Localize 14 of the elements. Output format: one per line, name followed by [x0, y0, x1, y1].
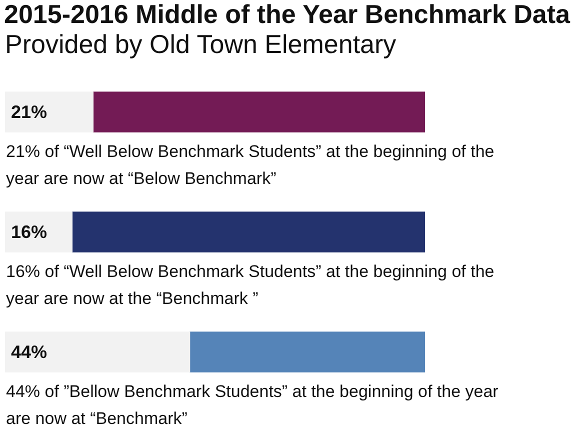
- data-label: 21%: [11, 102, 48, 122]
- bar: [92, 92, 425, 132]
- bar: [72, 212, 425, 252]
- data-label: 44%: [11, 342, 48, 362]
- chart-subtitle: Provided by Old Town Elementary: [5, 29, 396, 59]
- bar: [5, 332, 190, 372]
- bar: [5, 92, 94, 132]
- annotation: 16% of “Well Below Benchmark Students” at the beginning of the year are now at the “Benchmark ”: [6, 261, 496, 310]
- annotation: 44% of ”Bellow Benchmark Students” at the beginning of the year are now at “Benchmark”: [6, 381, 500, 430]
- annotation: 21% of “Well Below Benchmark Students” at the beginning of the year are now at “Below Benchmark”: [6, 141, 496, 190]
- bar: [189, 332, 425, 372]
- chart-title: 2015-2016 Middle of the Year Benchmark Data: [4, 0, 570, 29]
- bar: [5, 212, 73, 252]
- data-label: 16%: [11, 222, 48, 242]
